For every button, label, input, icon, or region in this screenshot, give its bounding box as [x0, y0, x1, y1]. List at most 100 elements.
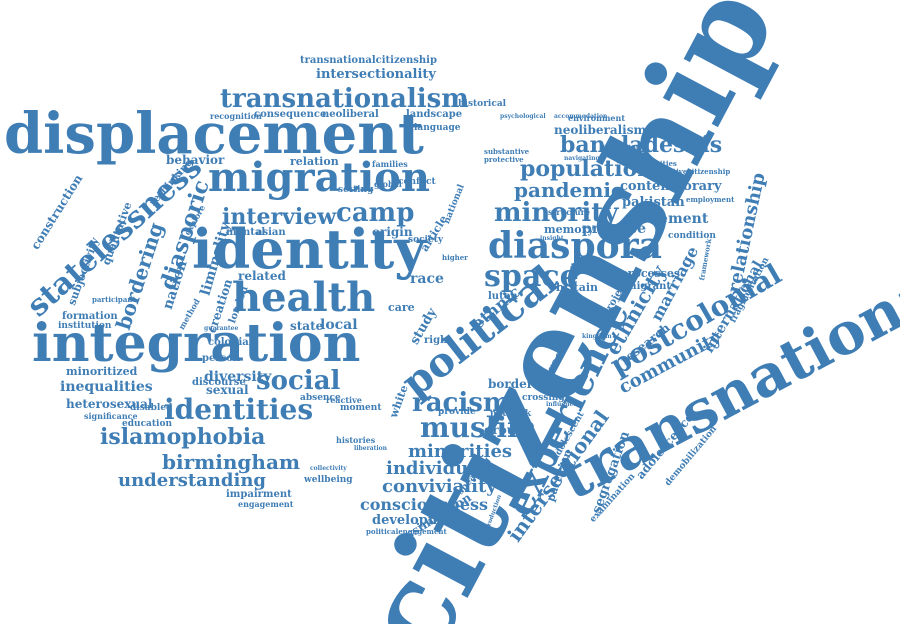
word-minorities: minorities [408, 441, 513, 462]
word-kingdom: kingdom [582, 333, 612, 340]
word-white: white [386, 383, 411, 420]
word-accommodation: accommodation [554, 113, 608, 120]
word-minoritized: minoritized [66, 365, 138, 378]
word-liberation: liberation [354, 445, 388, 452]
word-transnationalcitizenship: transnationalcitizenship [300, 55, 437, 66]
word-memory: memory [544, 223, 594, 236]
word-bangladeshis: bangladeshis [560, 132, 723, 158]
word-relation: relation [290, 155, 339, 168]
word-heterosexual: heterosexual [66, 397, 153, 411]
word-disabled: disabled [130, 403, 173, 413]
word-settlement: settlement [624, 211, 709, 227]
word-pandemic: pandemic [514, 178, 624, 202]
word-transnationalism: transnationalism [220, 84, 469, 114]
word-state: state [290, 319, 324, 333]
word-local: local [320, 317, 358, 333]
word-britain: britain [556, 281, 599, 294]
word-conviviality: conviviality [382, 476, 497, 497]
word-migration: migration [208, 154, 430, 201]
word-participant: participant [92, 295, 136, 304]
word-conflict: conflict [398, 177, 436, 187]
word-right: right [424, 335, 452, 346]
word-health: health [232, 274, 376, 321]
word-impairment: impairment [226, 489, 292, 500]
word-development: development [372, 513, 466, 528]
word-navigating: navigating [564, 155, 600, 162]
word-engagement: engagement [238, 499, 294, 509]
word-migrant: migrant [626, 281, 672, 292]
word-identity: identity [192, 217, 426, 281]
word-wellbeing: wellbeing [304, 475, 353, 485]
word-institution: institution [58, 321, 112, 331]
word-construction: construction [28, 172, 86, 252]
word-education: education [122, 419, 172, 429]
word-mental: mental [226, 227, 266, 238]
word-consequence: consequence [254, 109, 327, 120]
word-guarantee: guarantee [204, 325, 239, 332]
word-processes: processes [620, 267, 681, 280]
word-diversity: diversity [204, 369, 272, 385]
word-identities: identities [164, 393, 314, 426]
word-inequalities: inequalities [60, 379, 153, 395]
word-formation: formation [62, 311, 118, 322]
word-politicalengagement: politicalengagement [366, 527, 447, 536]
word-racism: racism [412, 388, 511, 418]
word-effectivecitizenship: effectivecitizenship [654, 167, 731, 176]
word-condition: condition [668, 231, 716, 241]
word-luton: luton [488, 291, 518, 302]
word-border: border [488, 377, 534, 391]
word-collectivity: collectivity [310, 465, 347, 472]
word-recognition: recognition [210, 111, 262, 121]
word-pakistan: pakistan [622, 195, 685, 210]
word-islamophobia: islamophobia [100, 424, 266, 450]
word-society: society [408, 235, 444, 245]
word-histories: histories [336, 435, 376, 445]
word-historical: historical [458, 99, 507, 109]
word-care: care [388, 301, 415, 314]
word-employment: employment [686, 195, 735, 204]
word-insight: insight [540, 235, 564, 242]
word-minority: minority [494, 198, 619, 228]
word-higher: higher [442, 253, 468, 262]
word-discourse: discourse [192, 377, 246, 388]
word-interview: interview [222, 204, 337, 230]
word-provide: provide [438, 407, 476, 417]
word-framework: framework [697, 237, 714, 282]
word-neoliberalism: neoliberalism [554, 123, 647, 137]
word-race: race [410, 271, 444, 287]
word-group: group [484, 423, 524, 437]
word-absence: absence [300, 393, 341, 403]
word-neoliberal: neoliberal [322, 109, 379, 120]
word-families: families [372, 159, 408, 169]
word-social: social [256, 366, 341, 396]
word-landscape: landscape [406, 109, 463, 120]
word-intersectionality: intersectionality [316, 67, 436, 82]
word-asian: asian [256, 227, 286, 238]
word-significance: significance [84, 411, 138, 421]
word-birmingham: birmingham [162, 450, 301, 474]
word-origin: origin [372, 225, 413, 239]
word-practice: practice [582, 221, 646, 237]
word-integration: integration [32, 313, 361, 374]
word-related: related [238, 269, 286, 283]
word-consciousness: consciousness [360, 495, 489, 514]
word-space: space [484, 259, 579, 294]
word-protective: protective [484, 155, 524, 164]
word-global: global [374, 179, 402, 189]
word-language: language [414, 123, 461, 133]
word-behavior: behavior [166, 153, 225, 167]
word-individual: individual [386, 458, 487, 479]
word-communities: communities [626, 159, 677, 168]
word-setting: setting [338, 185, 374, 195]
word-contemporary: contemporary [620, 179, 722, 194]
word-environment: environment [568, 113, 626, 123]
word-camp: camp [336, 198, 415, 228]
word-moment: moment [340, 403, 382, 413]
word-substantive: substantive [484, 147, 530, 156]
word-colonial: colonial [208, 337, 253, 348]
word-displacement: displacement [4, 101, 424, 167]
word-person: person [202, 353, 241, 364]
word-diaspora: diaspora [488, 225, 662, 267]
word-influence: influence [546, 401, 578, 408]
